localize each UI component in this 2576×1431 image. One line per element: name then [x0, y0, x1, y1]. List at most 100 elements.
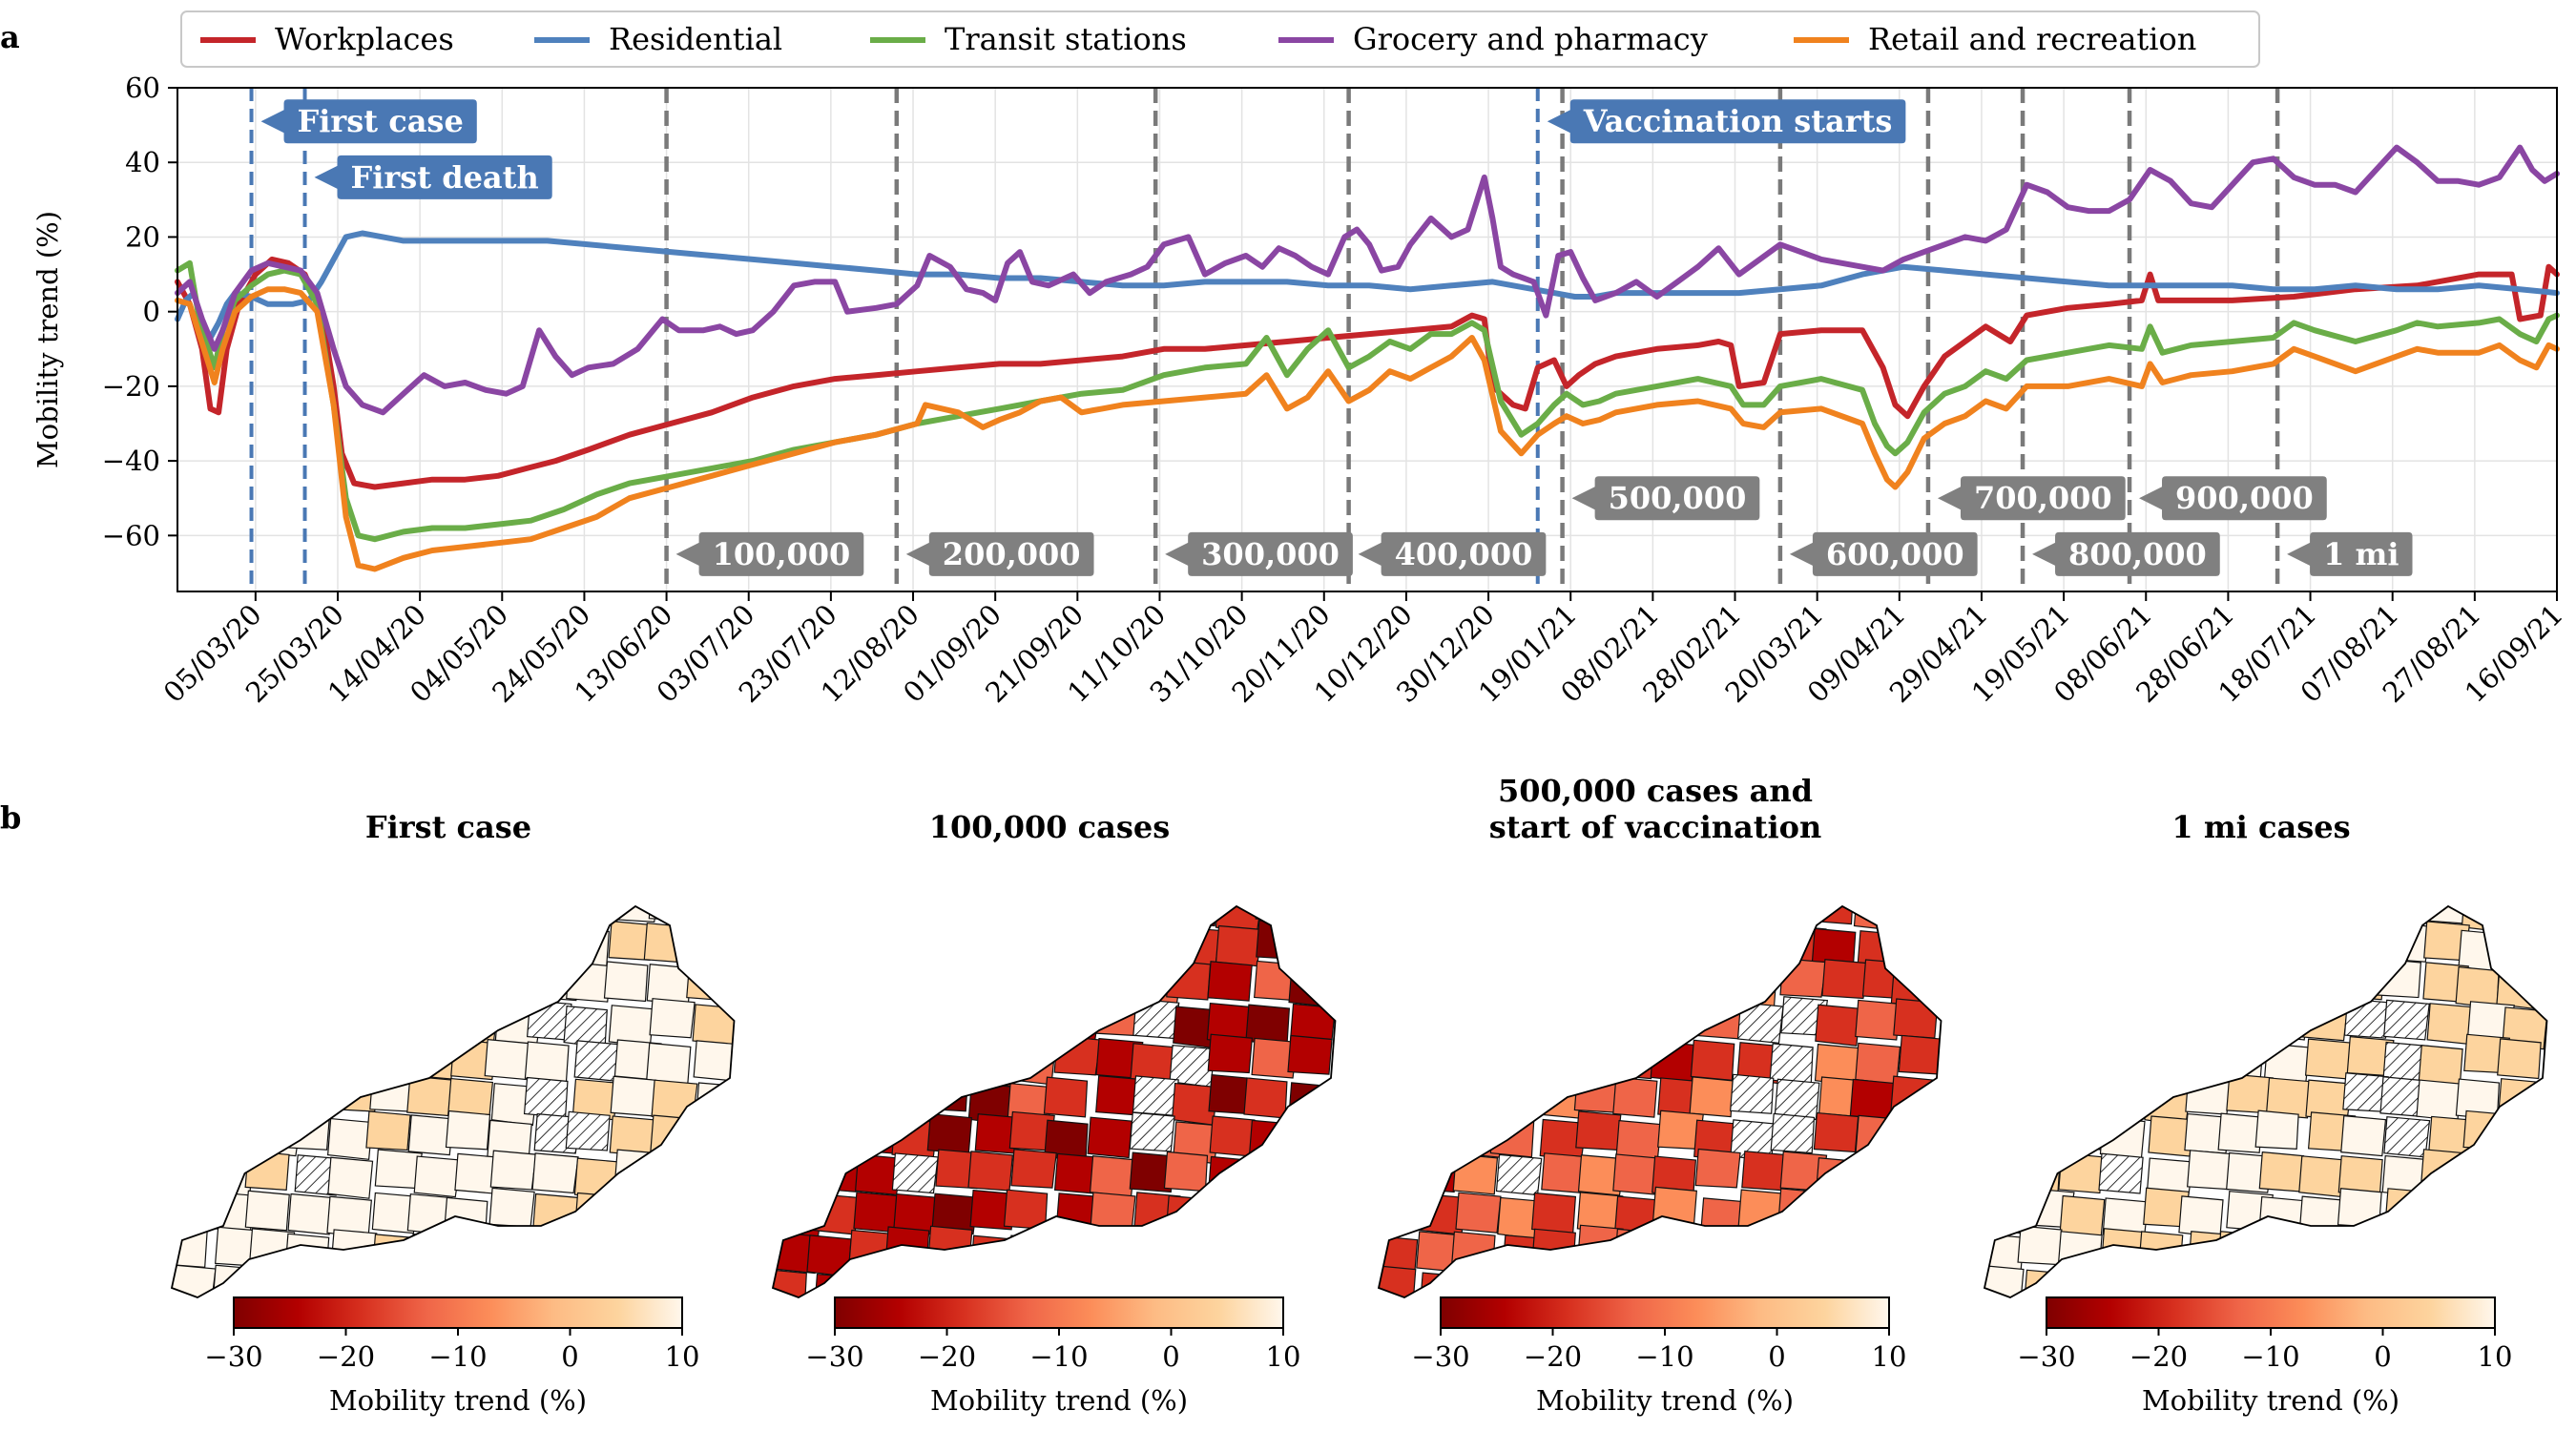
map-region [849, 890, 894, 931]
map-region [1134, 1226, 1180, 1264]
colorbar [835, 1297, 1283, 1328]
map-region [1375, 1189, 1420, 1228]
map-region [202, 1117, 245, 1157]
map-region [1582, 882, 1629, 922]
map-region [2259, 1152, 2303, 1192]
map-region [173, 1005, 218, 1046]
colorbar-tick-label: −20 [918, 1340, 976, 1373]
map-region [1164, 1151, 1207, 1191]
colorbar-tick-label: −20 [317, 1340, 375, 1373]
map-region [1294, 1120, 1340, 1161]
map-region [2186, 1075, 2232, 1114]
colorbar-tick-label: 10 [665, 1340, 700, 1373]
milestone-label: 900,000 [2139, 476, 2327, 520]
map-region [1013, 925, 1059, 965]
map-title: 1 mi cases [2171, 809, 2350, 845]
map-region [412, 965, 458, 1006]
map-region [1816, 1005, 1860, 1046]
map-region [770, 1152, 815, 1192]
milestone-label-text: 900,000 [2175, 480, 2314, 516]
map-region [695, 1160, 741, 1202]
map-region [245, 883, 289, 923]
colorbar-label: Mobility trend (%) [1536, 1384, 1794, 1417]
chart-legend: Workplaces Residential Transit stations Gro… [181, 11, 2259, 67]
map-region [2019, 1035, 2063, 1073]
map-region [288, 1194, 333, 1234]
choropleth-map: 500,000 cases andstart of vaccination−30… [1371, 773, 1950, 1417]
y-tick-label: 40 [125, 146, 160, 178]
map-region [1651, 998, 1693, 1037]
map-region [1461, 1007, 1506, 1049]
map-region [2018, 1226, 2062, 1265]
map-region [1131, 921, 1175, 960]
map-region [328, 1119, 373, 1160]
milestone-label: 100,000 [676, 532, 864, 576]
map-region [1810, 884, 1853, 923]
map-region [2188, 886, 2234, 926]
map-region [1531, 960, 1575, 999]
map-region [1249, 1120, 1294, 1161]
map-region [288, 888, 333, 928]
map-region [775, 931, 821, 973]
map-region [1736, 925, 1781, 965]
mobility-chart: −60 −40 −20 0 20 40 60 05/03/2025/03/2014/04/2… [31, 11, 2569, 709]
map-region [2066, 1006, 2111, 1047]
map-region [2338, 1189, 2382, 1228]
map-region [763, 962, 806, 1001]
colorbar-tick-label: −10 [2241, 1340, 2299, 1373]
map-region [1379, 891, 1424, 932]
map-region [530, 927, 575, 967]
map-region [1287, 1228, 1331, 1267]
event-label-text: First case [298, 103, 464, 139]
map-regions [1977, 882, 2556, 1317]
map-region [1894, 1195, 1938, 1236]
y-tick-label: −40 [102, 445, 160, 477]
map-region [1415, 1079, 1460, 1119]
map-region [805, 961, 848, 1000]
map-region [1851, 1235, 1894, 1276]
map-region [2067, 927, 2112, 967]
colorbar-tick-label: −30 [805, 1340, 863, 1373]
map-region [405, 887, 447, 927]
map-region [1371, 1159, 1414, 1200]
map-region [164, 1159, 208, 1200]
map-region [763, 885, 806, 924]
milestone-label-text: 600,000 [1826, 536, 1964, 572]
map-region [1494, 1041, 1538, 1081]
map-region-no-data [2344, 999, 2390, 1038]
map-region [2179, 1196, 2223, 1237]
map-region [1538, 886, 1584, 926]
map-region [1294, 1159, 1340, 1201]
map-region [1578, 926, 1624, 966]
map-region [364, 1045, 407, 1086]
map-region [494, 1233, 541, 1274]
milestone-label: 700,000 [1938, 476, 2126, 520]
map-region [854, 1036, 900, 1075]
map-region [1987, 1073, 2034, 1111]
map-region [1575, 1003, 1620, 1043]
map-region-no-data [892, 1153, 938, 1193]
map-region [2339, 1229, 2383, 1268]
map-region [1614, 884, 1658, 923]
map-region [2303, 1001, 2348, 1041]
colorbar [1441, 1297, 1889, 1328]
map-region [1096, 886, 1143, 926]
map-region [489, 958, 534, 996]
map-region [248, 923, 293, 963]
milestone-label-text: 400,000 [1395, 536, 1533, 572]
map-region [2505, 925, 2551, 965]
map-region [1530, 1004, 1573, 1045]
map-region [2378, 959, 2420, 998]
map-region [1216, 925, 1263, 965]
map-region [485, 1040, 529, 1080]
map-region [245, 1191, 289, 1230]
map-region [2508, 892, 2555, 934]
colorbar-tick-label: −30 [204, 1340, 262, 1373]
map-region [890, 1075, 935, 1114]
panel-label-a: a [0, 19, 20, 55]
map-region [323, 1000, 366, 1039]
map-region [1502, 887, 1548, 927]
map-region-no-data [2384, 1117, 2430, 1157]
map-region [170, 1265, 215, 1304]
map-region [451, 962, 497, 1001]
